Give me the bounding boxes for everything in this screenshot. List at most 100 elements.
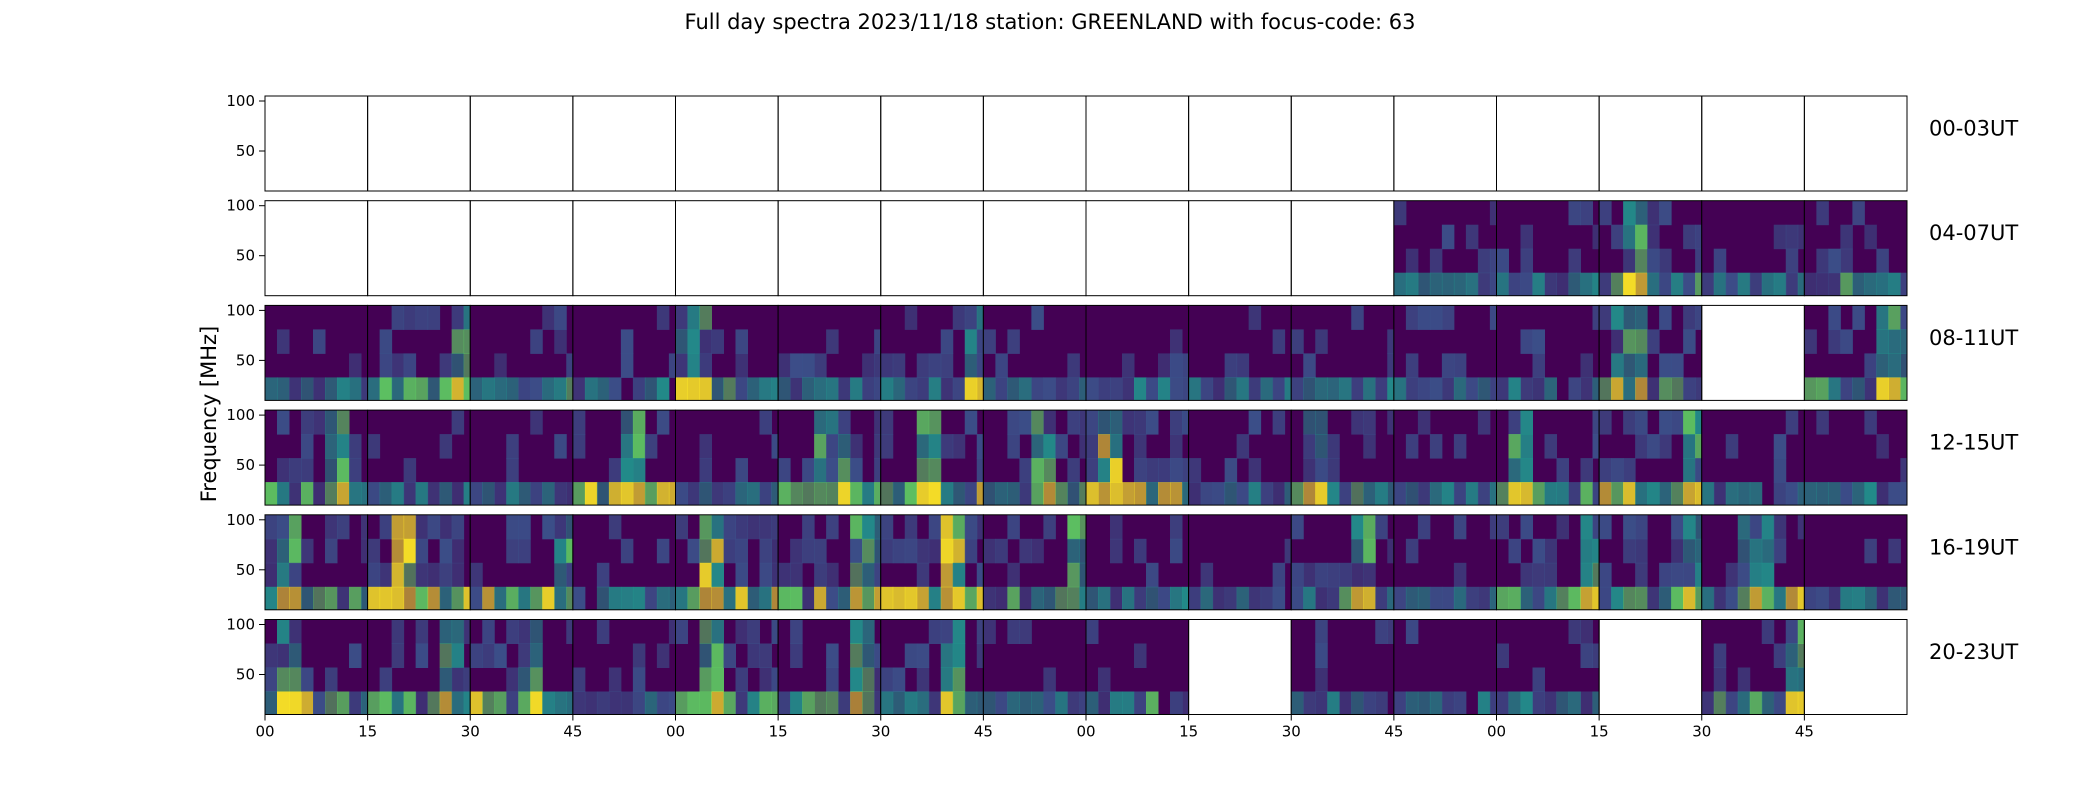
spectrogram-panel: [1085, 304, 1190, 401]
row-label: 08-11UT: [1929, 326, 2018, 350]
spectrogram-panel: [1496, 514, 1600, 611]
spectrogram-panel: [777, 409, 882, 506]
spectra-row: 00-03UT 100 50: [226, 92, 2018, 192]
x-tick-label: 45: [1384, 723, 1403, 741]
spectrogram-panel: [1085, 619, 1190, 715]
x-tick-label: 15: [769, 723, 788, 741]
spectrogram-panel: [264, 619, 369, 715]
spectrogram-panel: [1701, 619, 1805, 715]
spectrogram-panel: [1803, 619, 1908, 715]
spectrogram-panel: [1393, 200, 1497, 297]
spectrogram-panel: [469, 304, 574, 401]
x-tick-label: 45: [974, 723, 993, 741]
y-tick-label: 100: [226, 197, 255, 215]
spectrogram-panel: [1803, 514, 1908, 611]
spectrogram-panel: [982, 514, 1087, 611]
spectrogram-panel: [1598, 409, 1703, 506]
spectrogram-panel: [367, 304, 471, 401]
spectrogram-panel: [675, 619, 779, 715]
spectrogram-panel: [264, 95, 369, 192]
spectrogram-panel: [1701, 409, 1805, 506]
spectrogram-panel: [1290, 304, 1395, 401]
spectrogram-panel: [675, 304, 779, 401]
x-tick-label: 00: [255, 723, 274, 741]
spectrogram-panel: [1803, 200, 1908, 297]
y-tick-label: 100: [226, 301, 255, 319]
spectrogram-panel: [1701, 200, 1805, 297]
x-tick-label: 00: [1076, 723, 1095, 741]
row-label: 00-03UT: [1929, 117, 2018, 141]
y-tick-label: 50: [236, 351, 255, 369]
spectrogram-panel: [777, 304, 882, 401]
spectrogram-panel: [1085, 200, 1190, 297]
y-tick-label: 100: [226, 92, 255, 110]
spectrogram-panel: [469, 409, 574, 506]
spectrogram-panel: [572, 619, 676, 715]
spectrogram-panel: [1290, 409, 1395, 506]
spectrogram-panel: [1598, 95, 1703, 192]
spectrogram-panel: [1393, 409, 1497, 506]
spectrogram-panel: [1393, 304, 1497, 401]
spectra-row: 12-15UT 100 50: [226, 406, 2018, 506]
spectrogram-panel: [880, 95, 984, 192]
spectrogram-panel: [777, 514, 882, 611]
y-tick-label: 50: [236, 247, 255, 265]
y-tick-label: 100: [226, 406, 255, 424]
spectrogram-panel: [777, 200, 882, 297]
x-tick-label: 15: [1590, 723, 1609, 741]
y-tick-label: 50: [236, 561, 255, 579]
spectrogram-panel: [1803, 409, 1908, 506]
y-tick-label: 50: [236, 142, 255, 160]
spectrogram-panel: [1701, 514, 1805, 611]
spectrogram-panel: [469, 200, 574, 297]
spectrogram-panel: [675, 200, 779, 297]
y-tick-label: 50: [236, 666, 255, 684]
x-tick-label: 15: [1179, 723, 1198, 741]
spectrogram-panel: [572, 409, 676, 506]
spectrogram-panel: [777, 95, 882, 192]
spectrogram-panel: [264, 514, 369, 611]
spectrogram-panel: [1496, 95, 1600, 192]
x-tick-label: 30: [1692, 723, 1711, 741]
spectrogram-panel: [675, 514, 779, 611]
spectra-row: 04-07UT 100 50: [226, 197, 2018, 297]
spectrogram-panel: [1803, 95, 1908, 192]
spectrogram-panel: [880, 200, 984, 297]
spectrogram-panel: [675, 95, 779, 192]
spectrogram-panel: [1393, 619, 1497, 715]
spectrogram-panel: [1188, 200, 1292, 297]
x-tick-label: 45: [563, 723, 582, 741]
spectrogram-panel: [982, 619, 1087, 715]
spectrogram-panel: [1290, 619, 1395, 715]
spectrogram-panel: [1085, 95, 1190, 192]
spectrogram-panel: [1598, 619, 1703, 715]
spectrogram-panel: [469, 95, 574, 192]
x-tick-label: 30: [461, 723, 480, 741]
spectrogram-panel: [572, 514, 676, 611]
spectrogram-panel: [1085, 514, 1190, 611]
spectrogram-panel: [1188, 409, 1292, 506]
spectrogram-panel: [264, 304, 369, 401]
x-tick-label: 00: [666, 723, 685, 741]
spectrogram-panel: [1188, 95, 1292, 192]
spectrogram-panel: [1188, 619, 1292, 715]
spectrogram-panel: [982, 304, 1087, 401]
spectra-row: 20-23UT 100 50: [226, 616, 2018, 715]
x-tick-label: 30: [1282, 723, 1301, 741]
spectrogram-panel: [1393, 95, 1497, 192]
spectrogram-panel: [1701, 304, 1805, 401]
row-label: 12-15UT: [1929, 431, 2018, 455]
spectrogram-panel: [367, 514, 471, 611]
spectrogram-panel: [1598, 514, 1703, 611]
spectrogram-panel: [1701, 95, 1805, 192]
spectra-row: 16-19UT 100 50: [226, 511, 2018, 611]
spectrogram-panel: [1188, 304, 1292, 401]
spectrogram-panel: [1290, 514, 1395, 611]
spectrogram-panel: [1085, 409, 1190, 506]
spectrogram-panel: [469, 619, 574, 715]
spectra-row: 08-11UT 100 50: [226, 301, 2018, 401]
y-tick-label: 100: [226, 511, 255, 529]
row-label: 04-07UT: [1929, 221, 2018, 245]
spectrogram-panel: [1496, 619, 1600, 715]
chart-title: Full day spectra 2023/11/18 station: GRE…: [684, 10, 1416, 34]
